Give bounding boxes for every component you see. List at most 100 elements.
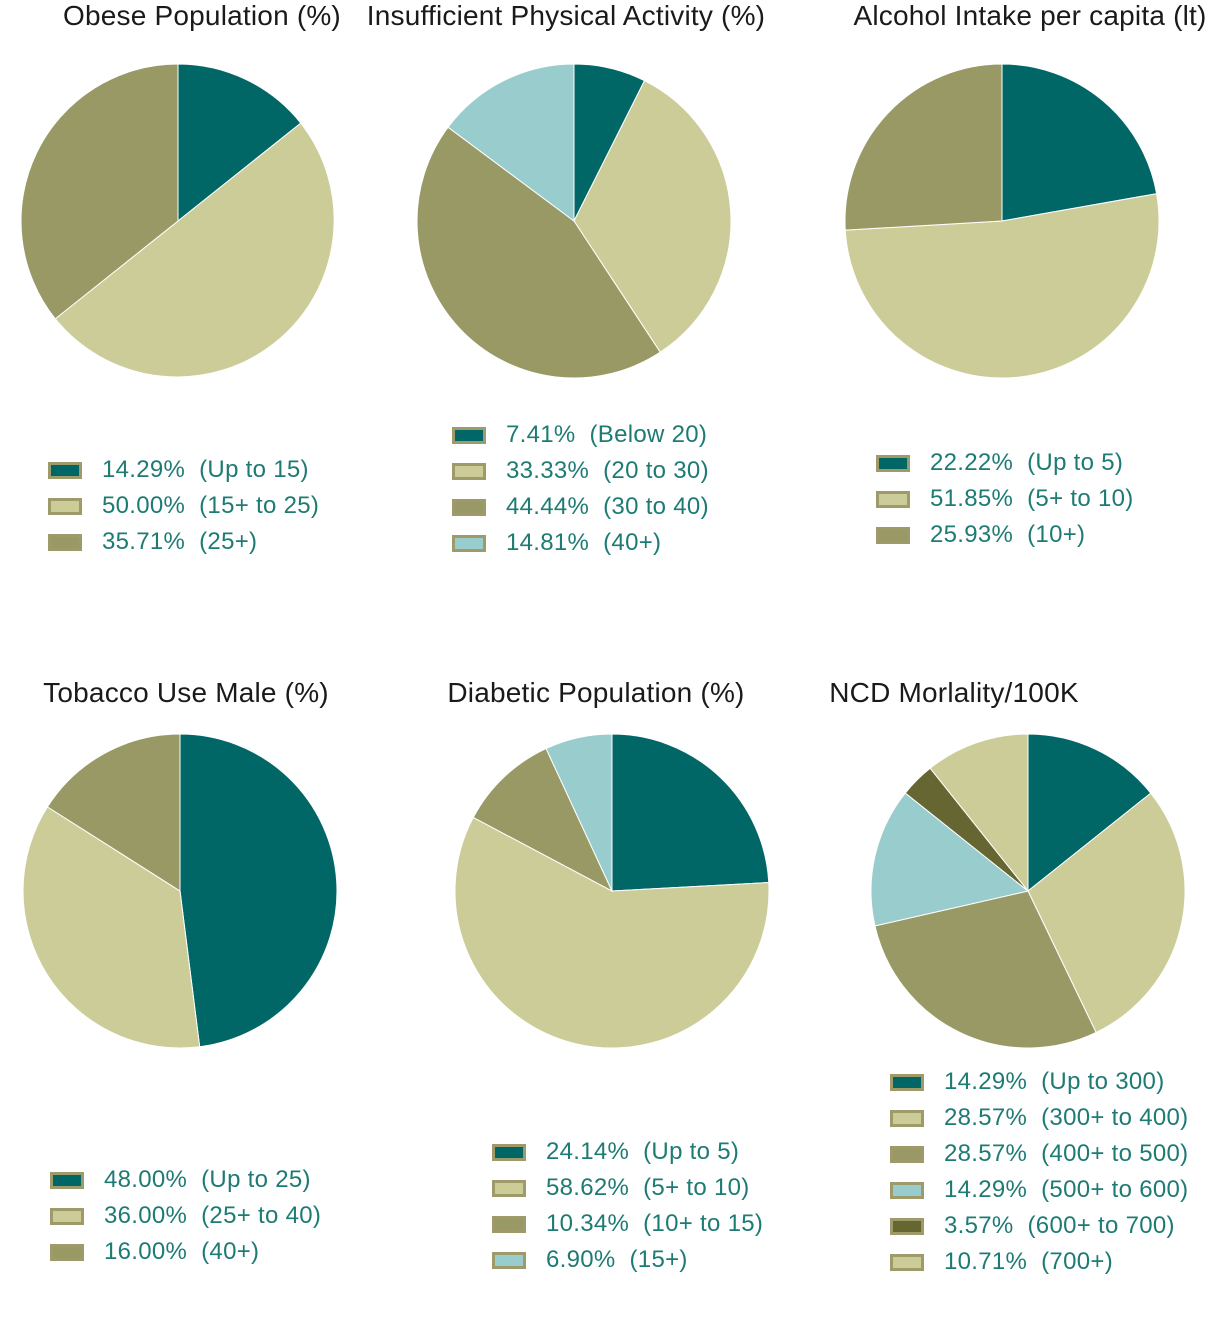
legend-label: 50.00% (15+ to 25): [102, 491, 319, 521]
legend-category: (40+): [201, 1238, 260, 1265]
legend-percent: 14.29%: [944, 1176, 1028, 1203]
legend-percent: 28.57%: [944, 1140, 1028, 1167]
legend-swatch: [452, 535, 486, 552]
legend-label: 16.00% (40+): [104, 1237, 259, 1267]
legend-category: (600+ to 700): [1027, 1212, 1175, 1239]
legend-percent: 14.81%: [506, 529, 590, 556]
pie-chart-panel-ncd-morlality-100k: NCD Morlality/100K 14.29% (Up to 300) 28.5…: [808, 677, 1212, 1317]
legend-label: 6.90% (15+): [546, 1245, 688, 1275]
legend-label: 28.57% (300+ to 400): [944, 1103, 1188, 1133]
pie-slice-15-to-25: [54, 122, 335, 378]
legend-swatch: [452, 463, 486, 480]
chart-title: Tobacco Use Male (%): [43, 677, 329, 708]
legend-label: 14.29% (Up to 15): [102, 455, 309, 485]
legend-label: 51.85% (5+ to 10): [930, 484, 1134, 514]
legend-swatch: [876, 491, 910, 508]
pie-slice-40: [46, 733, 181, 892]
pie-slice-25: [20, 63, 179, 320]
pie-slice-30-to-40: [416, 126, 661, 379]
legend-percent: 6.90%: [546, 1246, 616, 1273]
legend-percent: 14.29%: [944, 1068, 1028, 1095]
legend-label: 33.33% (20 to 30): [506, 456, 709, 486]
pie-chart-panel-alcohol-intake-per-capita-lt: Alcohol Intake per capita (lt) 22.22% (Up…: [808, 0, 1212, 640]
legend-label: 14.29% (Up to 300): [944, 1067, 1165, 1097]
pie-slice-20-to-30: [573, 80, 732, 353]
legend-category: (15+ to 25): [199, 492, 320, 519]
chart-title: NCD Morlality/100K: [829, 677, 1079, 708]
legend-label: 14.29% (500+ to 600): [944, 1175, 1188, 1205]
chart-title: Alcohol Intake per capita (lt): [853, 0, 1207, 31]
legend-category: (500+ to 600): [1041, 1176, 1189, 1203]
legend-swatch: [890, 1146, 924, 1163]
pie-chart-panel-insufficient-physical-activity: Insufficient Physical Activity (%) 7.41% …: [367, 0, 808, 640]
legend-category: (Up to 5): [1027, 449, 1124, 476]
pie-chart-panel-diabetic-population: Diabetic Population (%) 24.14% (Up to 5) 5…: [404, 677, 808, 1317]
pie-slice-up-to-5: [611, 733, 770, 892]
pie-chart: [416, 63, 732, 379]
pie-slice-10-to-15: [472, 747, 614, 893]
legend-label: 44.44% (30 to 40): [506, 492, 709, 522]
pie-slice-500-to-600: [870, 792, 1030, 927]
legend-label: 28.57% (400+ to 500): [944, 1139, 1188, 1169]
legend-percent: 25.93%: [930, 521, 1014, 548]
legend-label: 7.41% (Below 20): [506, 420, 707, 450]
pie-chart: [870, 733, 1186, 1049]
legend-category: (300+ to 400): [1041, 1104, 1189, 1131]
pie-chart: [844, 63, 1160, 379]
legend-category: (5+ to 10): [643, 1174, 750, 1201]
legend-category: (700+): [1041, 1248, 1113, 1275]
legend-category: (400+ to 500): [1041, 1140, 1189, 1167]
legend-swatch: [48, 534, 82, 551]
legend-swatch: [452, 499, 486, 516]
legend-label: 58.62% (5+ to 10): [546, 1173, 750, 1203]
legend-percent: 51.85%: [930, 485, 1014, 512]
legend-swatch: [876, 527, 910, 544]
legend-label: 24.14% (Up to 5): [546, 1137, 739, 1167]
legend-category: (Up to 15): [199, 456, 309, 483]
legend-percent: 22.22%: [930, 449, 1014, 476]
legend-percent: 36.00%: [104, 1202, 188, 1229]
legend-label: 14.81% (40+): [506, 528, 661, 558]
pie-chart-panel-tobacco-use-male: Tobacco Use Male (%) 48.00% (Up to 25) 36.…: [0, 677, 404, 1317]
pie-chart-panel-obese-population: Obese Population (%) 14.29% (Up to 15) 50.…: [0, 0, 404, 640]
legend-label: 22.22% (Up to 5): [930, 448, 1123, 478]
legend-category: (20 to 30): [603, 457, 709, 484]
legend-percent: 10.71%: [944, 1248, 1028, 1275]
legend-label: 35.71% (25+): [102, 527, 257, 557]
legend-category: (Below 20): [589, 421, 708, 448]
pie-chart: [22, 733, 338, 1049]
legend-percent: 58.62%: [546, 1174, 630, 1201]
legend-label: 3.57% (600+ to 700): [944, 1211, 1175, 1241]
legend-category: (15+): [629, 1246, 688, 1273]
legend-swatch: [48, 462, 82, 479]
legend-swatch: [50, 1208, 84, 1225]
legend-swatch: [890, 1254, 924, 1271]
pie-slice-300-to-400: [1027, 792, 1186, 1034]
legend-percent: 7.41%: [506, 421, 576, 448]
legend-label: 10.34% (10+ to 15): [546, 1209, 763, 1239]
legend-swatch: [50, 1244, 84, 1261]
legend-percent: 28.57%: [944, 1104, 1028, 1131]
legend-label: 36.00% (25+ to 40): [104, 1201, 321, 1231]
pie-slice-5-to-10: [454, 816, 770, 1049]
legend-swatch: [48, 498, 82, 515]
legend-label: 25.93% (10+): [930, 520, 1085, 550]
legend-category: (30 to 40): [603, 493, 709, 520]
legend-category: (Up to 5): [643, 1138, 740, 1165]
pie-slice-10: [844, 63, 1003, 231]
legend-category: (Up to 300): [1041, 1068, 1165, 1095]
pie-slice-40: [447, 63, 575, 222]
pie-slice-up-to-15: [177, 63, 302, 223]
legend-swatch: [890, 1074, 924, 1091]
legend-percent: 48.00%: [104, 1166, 188, 1193]
legend-swatch: [876, 455, 910, 472]
legend-swatch: [492, 1216, 526, 1233]
pie-slice-up-to-25: [179, 733, 338, 1048]
chart-title: Diabetic Population (%): [447, 677, 745, 708]
legend-percent: 10.34%: [546, 1210, 630, 1237]
pie-chart: [20, 63, 335, 378]
legend-category: (25+): [199, 528, 258, 555]
legend-swatch: [452, 427, 486, 444]
legend-label: 10.71% (700+): [944, 1247, 1113, 1277]
legend-category: (10+): [1027, 521, 1086, 548]
